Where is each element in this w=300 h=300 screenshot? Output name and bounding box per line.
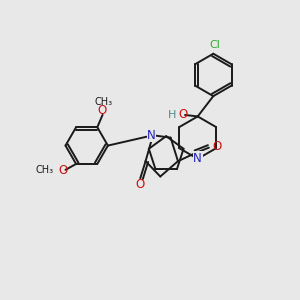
- Text: O: O: [59, 164, 68, 177]
- Text: N: N: [193, 152, 202, 165]
- Text: CH₃: CH₃: [94, 98, 112, 107]
- Text: O: O: [212, 140, 222, 153]
- Text: N: N: [147, 129, 156, 142]
- Text: O: O: [98, 104, 106, 117]
- Text: O: O: [178, 109, 187, 122]
- Text: Cl: Cl: [209, 40, 220, 50]
- Text: H: H: [168, 110, 176, 120]
- Text: CH₃: CH₃: [36, 165, 54, 176]
- Text: O: O: [136, 178, 145, 191]
